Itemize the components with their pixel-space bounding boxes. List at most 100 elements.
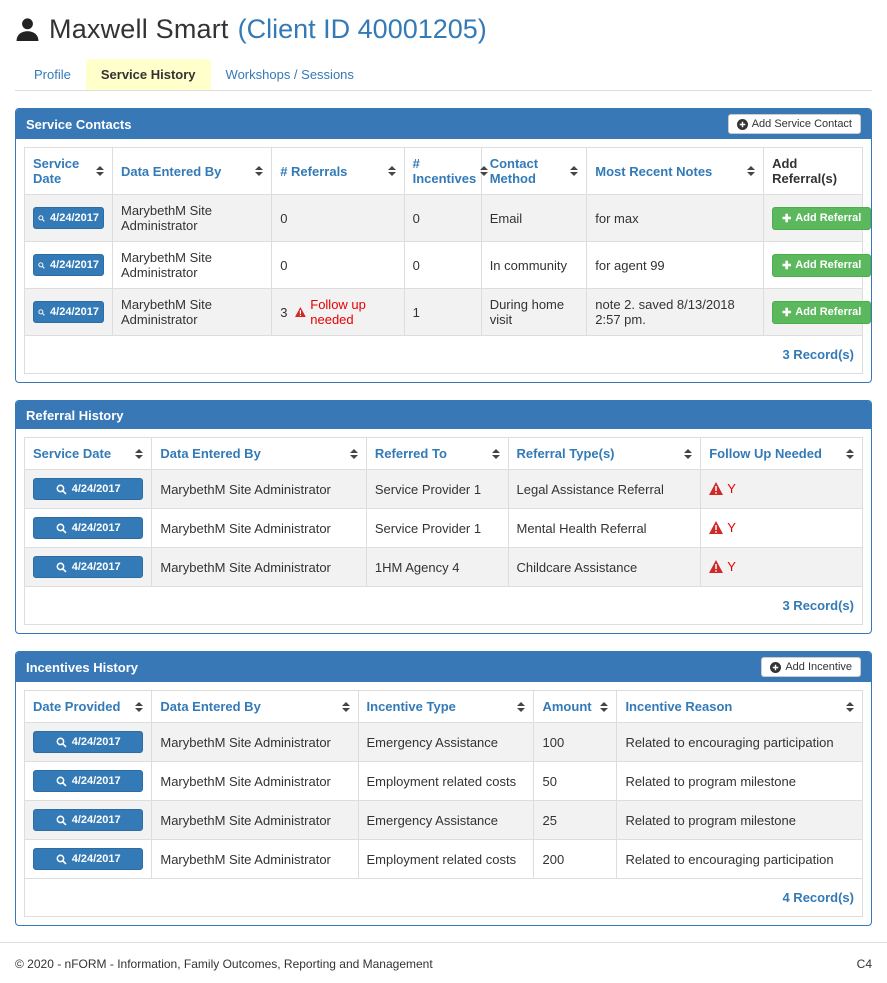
col-referred-to[interactable]: Referred To [365,437,509,470]
view-service-date-button[interactable]: 4/24/2017 [33,301,104,323]
sort-icon[interactable] [846,701,854,712]
sort-icon[interactable] [570,166,579,176]
search-icon [56,737,67,748]
view-referral-date-button[interactable]: 4/24/2017 [33,556,144,578]
table-row: 4/24/2017 MarybethM Site Administrator 0… [24,194,871,242]
plus-circle-icon [736,118,748,130]
col-contact-method[interactable]: Contact Method [480,147,588,195]
col-referral-types[interactable]: Referral Type(s) [507,437,702,470]
entered-by-cell: MarybethM Site Administrator [151,508,367,548]
service-contacts-table: Service Date Data Entered By # Referrals… [24,147,871,374]
table-row: 4/24/2017 MarybethM Site Administrator 0… [24,241,871,289]
notes-cell: for max [586,194,765,242]
table-row: 4/24/2017 MarybethM Site Administrator E… [23,761,863,801]
incentives-history-panel: Incentives History Add Incentive Date Pr… [15,651,872,926]
tab-workshops-sessions[interactable]: Workshops / Sessions [225,67,354,82]
add-referral-button[interactable]: ✚ Add Referral [772,253,871,277]
tab-profile[interactable]: Profile [34,67,71,82]
tab-service-history[interactable]: Service History [85,59,211,90]
tab-bar: Profile Service History Workshops / Sess… [15,59,872,91]
entered-by-cell: MarybethM Site Administrator [111,194,273,242]
amount-cell: 50 [533,761,618,801]
sort-icon[interactable] [95,166,104,176]
col-date-provided[interactable]: Date Provided [23,690,153,723]
col-most-recent-notes[interactable]: Most Recent Notes [586,147,765,195]
view-incentive-date-button[interactable]: 4/24/2017 [33,809,144,831]
sort-icon[interactable] [747,166,756,176]
entered-by-cell: MarybethM Site Administrator [151,761,359,801]
follow-up-flag: Y [727,558,736,574]
col-data-entered-by[interactable]: Data Entered By [111,147,273,195]
col-incentive-type[interactable]: Incentive Type [357,690,535,723]
plus-icon: ✚ [782,306,792,319]
client-header: Maxwell Smart (Client ID 40001205) [15,14,872,45]
referred-to-cell: Service Provider 1 [365,469,509,509]
amount-cell: 25 [533,800,618,840]
search-icon [56,562,67,573]
sort-icon[interactable] [341,701,350,712]
entered-by-cell: MarybethM Site Administrator [111,241,273,289]
sort-icon[interactable] [387,166,396,176]
search-icon [38,261,45,269]
record-count-row: 3 Record(s) [24,335,863,374]
incentive-reason-cell: Related to encouraging participation [616,839,863,879]
table-row: 4/24/2017 MarybethM Site Administrator E… [23,800,863,840]
sort-icon[interactable] [491,448,500,459]
table-row: 4/24/2017 MarybethM Site Administrator E… [23,722,863,762]
sort-icon[interactable] [517,701,526,712]
col-incentive-reason[interactable]: Incentive Reason [616,690,863,723]
view-service-date-button[interactable]: 4/24/2017 [33,207,104,229]
incentives-history-body: Date Provided Data Entered By Incentive … [16,682,871,925]
sort-icon[interactable] [480,166,489,176]
col-follow-up-needed[interactable]: Follow Up Needed [700,437,863,470]
view-incentive-date-button[interactable]: 4/24/2017 [33,731,144,753]
service-contacts-body: Service Date Data Entered By # Referrals… [16,139,871,382]
add-incentive-label: Add Incentive [785,661,852,673]
add-referral-button[interactable]: ✚ Add Referral [772,300,871,324]
contact-method-cell: During home visit [480,288,588,336]
incentives-cell: 1 [403,288,482,336]
follow-up-flag: Y [727,519,736,535]
user-icon [16,18,39,41]
notes-cell: note 2. saved 8/13/2018 2:57 pm. [586,288,765,336]
incentive-type-cell: Emergency Assistance [357,800,535,840]
view-referral-date-button[interactable]: 4/24/2017 [33,478,144,500]
table-row: 4/24/2017 MarybethM Site Administrator S… [23,508,863,548]
referred-to-cell: 1HM Agency 4 [365,547,509,587]
page-code: C4 [856,957,872,971]
col-amount[interactable]: Amount [533,690,618,723]
view-service-date-button[interactable]: 4/24/2017 [33,254,104,276]
col-service-date[interactable]: Service Date [24,147,113,195]
view-incentive-date-button[interactable]: 4/24/2017 [33,770,144,792]
col-data-entered-by[interactable]: Data Entered By [151,690,359,723]
sort-icon[interactable] [255,166,264,176]
site-footer: © 2020 - nFORM - Information, Family Out… [0,942,887,983]
incentives-cell: 0 [403,241,482,289]
add-service-contact-button[interactable]: Add Service Contact [727,114,861,134]
table-row: 4/24/2017 MarybethM Site Administrator 1… [23,547,863,587]
panel-title: Referral History [26,407,124,423]
entered-by-cell: MarybethM Site Administrator [151,839,359,879]
col-num-referrals[interactable]: # Referrals [271,147,405,195]
col-data-entered-by[interactable]: Data Entered By [151,437,367,470]
sort-icon[interactable] [684,448,693,459]
warning-icon [295,306,307,318]
sort-icon[interactable] [846,448,854,459]
view-incentive-date-button[interactable]: 4/24/2017 [33,848,144,870]
sort-icon[interactable] [135,448,144,459]
referral-type-cell: Legal Assistance Referral [507,469,702,509]
panel-title: Incentives History [26,659,138,675]
sort-icon[interactable] [349,448,358,459]
sort-icon[interactable] [600,701,609,712]
add-referral-button[interactable]: ✚ Add Referral [772,206,871,230]
incentives-history-table: Date Provided Data Entered By Incentive … [23,690,863,917]
table-row: 4/24/2017 MarybethM Site Administrator S… [23,469,863,509]
incentive-type-cell: Employment related costs [357,839,535,879]
referral-type-cell: Mental Health Referral [507,508,702,548]
add-incentive-button[interactable]: Add Incentive [761,657,861,677]
view-referral-date-button[interactable]: 4/24/2017 [33,517,144,539]
sort-icon[interactable] [135,701,144,712]
followup-needed-text: Follow up needed [310,297,366,327]
col-num-incentives[interactable]: # Incentives [403,147,489,195]
col-service-date[interactable]: Service Date [23,437,153,470]
